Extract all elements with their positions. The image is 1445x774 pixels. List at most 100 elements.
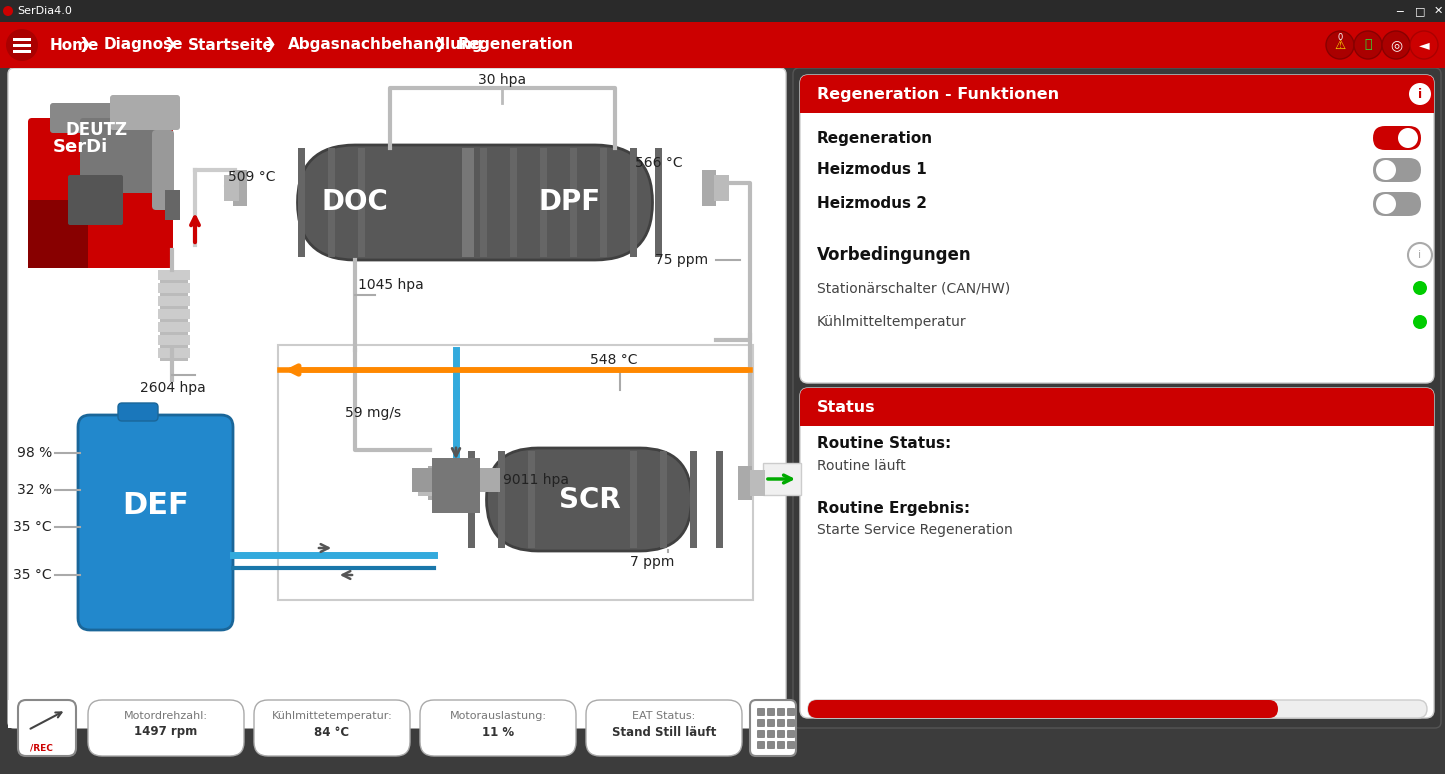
FancyBboxPatch shape: [487, 448, 692, 551]
Circle shape: [1397, 128, 1418, 148]
Bar: [468, 451, 475, 548]
FancyBboxPatch shape: [118, 403, 158, 421]
Circle shape: [1409, 83, 1431, 105]
Text: 30 hpa: 30 hpa: [478, 73, 526, 87]
Bar: [233, 170, 247, 206]
FancyBboxPatch shape: [757, 708, 764, 716]
FancyBboxPatch shape: [777, 719, 785, 727]
Text: Stationärschalter (CAN/HW): Stationärschalter (CAN/HW): [816, 281, 1010, 295]
Bar: [660, 451, 668, 548]
Bar: [13, 44, 30, 46]
Bar: [0, 0, 1445, 22]
FancyBboxPatch shape: [78, 415, 233, 630]
Bar: [702, 170, 717, 206]
FancyBboxPatch shape: [808, 700, 1428, 718]
Text: SCR: SCR: [559, 486, 621, 514]
Bar: [27, 200, 88, 268]
Bar: [158, 309, 189, 319]
Text: DEUTZ: DEUTZ: [66, 121, 129, 139]
Bar: [763, 463, 801, 495]
FancyBboxPatch shape: [420, 700, 577, 756]
Text: 11 %: 11 %: [483, 725, 514, 738]
Text: Status: Status: [816, 399, 876, 415]
FancyBboxPatch shape: [298, 145, 653, 260]
Text: Kühlmittetemperatur:: Kühlmittetemperatur:: [272, 711, 393, 721]
FancyBboxPatch shape: [88, 700, 244, 756]
Text: 59 mg/s: 59 mg/s: [345, 406, 402, 420]
FancyBboxPatch shape: [27, 118, 173, 268]
Text: Routine läuft: Routine läuft: [816, 459, 906, 473]
Bar: [480, 148, 487, 257]
Bar: [158, 335, 189, 345]
Text: 🌐: 🌐: [1364, 39, 1371, 52]
Circle shape: [1413, 315, 1428, 329]
Text: Routine Status:: Routine Status:: [816, 437, 951, 451]
Text: 509 °C: 509 °C: [228, 170, 276, 184]
Bar: [358, 148, 366, 257]
Bar: [510, 148, 517, 257]
FancyBboxPatch shape: [767, 719, 775, 727]
Bar: [428, 466, 442, 500]
Text: ◄: ◄: [1419, 38, 1429, 52]
Bar: [630, 148, 637, 257]
Text: ✕: ✕: [1433, 6, 1442, 16]
Bar: [714, 175, 728, 201]
Text: SerDi: SerDi: [52, 138, 107, 156]
Bar: [13, 38, 30, 40]
Text: 1497 rpm: 1497 rpm: [134, 725, 198, 738]
FancyBboxPatch shape: [750, 700, 796, 756]
FancyBboxPatch shape: [801, 75, 1433, 383]
Text: 75 ppm: 75 ppm: [655, 253, 708, 267]
Bar: [224, 175, 238, 201]
Bar: [328, 148, 335, 257]
Bar: [160, 293, 188, 296]
Text: Stand Still läuft: Stand Still läuft: [611, 725, 717, 738]
Text: ❯: ❯: [263, 36, 276, 52]
Bar: [13, 50, 30, 53]
Bar: [277, 345, 753, 600]
FancyBboxPatch shape: [777, 708, 785, 716]
Text: i: i: [1419, 250, 1422, 260]
Bar: [160, 332, 188, 335]
Text: i: i: [1418, 87, 1422, 101]
FancyBboxPatch shape: [757, 741, 764, 749]
Bar: [158, 283, 189, 293]
Text: /REC: /REC: [30, 744, 53, 752]
Circle shape: [3, 6, 13, 16]
Text: Regeneration - Funktionen: Regeneration - Funktionen: [816, 87, 1059, 101]
Bar: [160, 345, 188, 348]
Text: DPF: DPF: [539, 188, 601, 216]
FancyBboxPatch shape: [757, 730, 764, 738]
FancyBboxPatch shape: [801, 388, 1433, 718]
Text: Routine Ergebnis:: Routine Ergebnis:: [816, 501, 970, 515]
Bar: [499, 451, 504, 548]
Text: 7 ppm: 7 ppm: [630, 555, 675, 569]
FancyBboxPatch shape: [767, 708, 775, 716]
Bar: [569, 148, 577, 257]
Text: ❯: ❯: [79, 36, 91, 52]
Circle shape: [1381, 31, 1410, 59]
Bar: [801, 97, 1433, 113]
Text: □: □: [1415, 6, 1425, 16]
Text: ◎: ◎: [1390, 38, 1402, 52]
Text: 1045 hpa: 1045 hpa: [358, 278, 423, 292]
FancyBboxPatch shape: [788, 708, 795, 716]
FancyBboxPatch shape: [793, 68, 1441, 728]
Bar: [165, 190, 181, 220]
Bar: [158, 270, 189, 280]
Text: Regeneration: Regeneration: [816, 131, 933, 146]
Text: ⚠: ⚠: [1334, 39, 1345, 52]
Text: SerDia4.0: SerDia4.0: [17, 6, 72, 16]
FancyBboxPatch shape: [1373, 192, 1420, 216]
Text: Home: Home: [51, 37, 100, 53]
Text: 0: 0: [1338, 33, 1342, 43]
FancyBboxPatch shape: [767, 741, 775, 749]
Bar: [738, 466, 751, 500]
FancyBboxPatch shape: [79, 118, 171, 193]
Text: Kühlmitteltemperatur: Kühlmitteltemperatur: [816, 315, 967, 329]
Text: Regeneration: Regeneration: [458, 37, 574, 53]
Text: DOC: DOC: [322, 188, 389, 216]
Circle shape: [6, 29, 38, 61]
FancyBboxPatch shape: [51, 103, 155, 133]
Bar: [655, 148, 662, 257]
